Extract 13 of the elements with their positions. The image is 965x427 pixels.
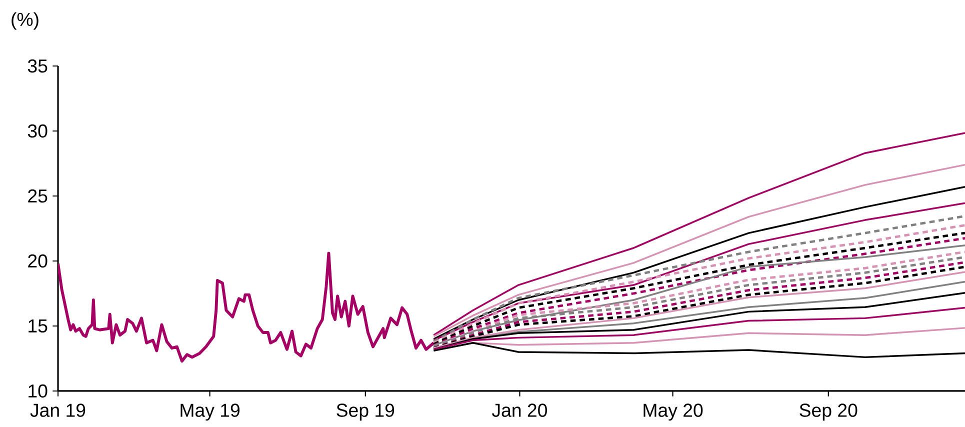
y-tick-label: 35 [28, 59, 48, 73]
x-tick-label: May 19 [180, 404, 240, 421]
y-tick-label: 25 [28, 189, 48, 203]
y-tick-label: 15 [28, 319, 48, 333]
y-tick-label: 20 [28, 254, 48, 268]
y-axis-title: (%) [12, 12, 38, 30]
x-tick-label: Sep 20 [800, 404, 858, 421]
y-tick-label: 10 [28, 384, 48, 398]
x-tick-label: May 20 [644, 404, 703, 421]
x-tick-label: Jan 19 [30, 404, 86, 417]
y-tick-label: 30 [28, 124, 48, 138]
x-tick-label: Jan 20 [492, 404, 548, 417]
x-tick-label: Sep 19 [336, 404, 394, 421]
